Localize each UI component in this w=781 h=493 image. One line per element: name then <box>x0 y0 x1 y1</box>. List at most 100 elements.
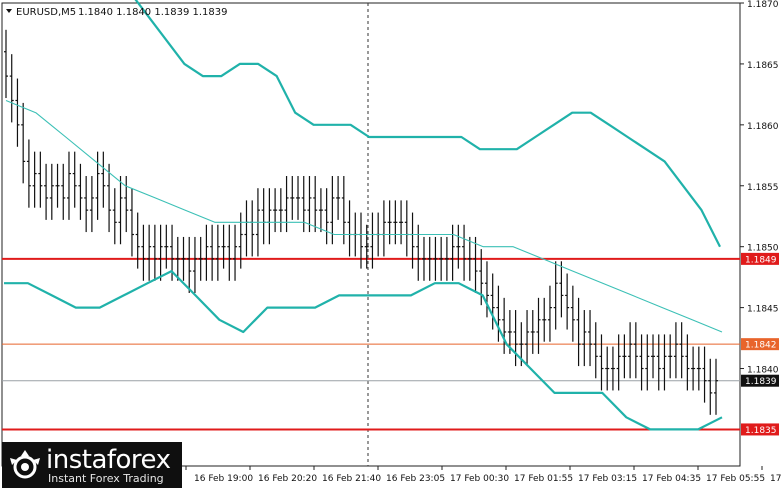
candle[interactable] <box>610 346 615 391</box>
candle[interactable] <box>628 322 633 379</box>
candle[interactable] <box>530 310 535 354</box>
candle[interactable] <box>261 188 266 245</box>
candle[interactable] <box>645 334 650 391</box>
candle[interactable] <box>21 102 26 184</box>
candle[interactable] <box>15 78 20 147</box>
candle[interactable] <box>66 151 71 220</box>
candle[interactable] <box>381 200 386 257</box>
candle[interactable] <box>370 212 375 269</box>
candle[interactable] <box>427 236 432 281</box>
candle[interactable] <box>89 176 94 233</box>
candle[interactable] <box>656 334 661 391</box>
candle[interactable] <box>364 224 369 269</box>
candle[interactable] <box>44 163 49 220</box>
candle[interactable] <box>204 224 209 281</box>
candle[interactable] <box>347 200 352 257</box>
candle[interactable] <box>536 297 541 354</box>
candle[interactable] <box>301 176 306 233</box>
candle[interactable] <box>565 273 570 330</box>
candle[interactable] <box>593 322 598 379</box>
candle[interactable] <box>221 224 226 269</box>
candle[interactable] <box>135 212 140 269</box>
candle[interactable] <box>192 236 197 293</box>
candle[interactable] <box>662 334 667 391</box>
candle[interactable] <box>421 236 426 281</box>
candle[interactable] <box>158 224 163 281</box>
candle[interactable] <box>691 346 696 391</box>
candle[interactable] <box>416 224 421 281</box>
candle[interactable] <box>341 176 346 245</box>
candle[interactable] <box>490 273 495 330</box>
candle[interactable] <box>26 139 31 208</box>
candle[interactable] <box>32 151 37 208</box>
candle[interactable] <box>570 285 575 342</box>
candle[interactable] <box>588 310 593 367</box>
candle[interactable] <box>410 212 415 269</box>
candle[interactable] <box>38 151 43 208</box>
candle[interactable] <box>61 163 66 220</box>
candle[interactable] <box>633 322 638 379</box>
candle[interactable] <box>175 236 180 281</box>
candle[interactable] <box>147 224 152 281</box>
candle[interactable] <box>273 188 278 233</box>
candle[interactable] <box>227 224 232 281</box>
candle[interactable] <box>399 200 404 245</box>
candle[interactable] <box>181 236 186 281</box>
candle[interactable] <box>685 334 690 391</box>
candle[interactable] <box>456 224 461 269</box>
candle[interactable] <box>296 176 301 220</box>
candle[interactable] <box>284 176 289 233</box>
candle[interactable] <box>210 224 215 281</box>
candle[interactable] <box>330 176 335 245</box>
candle[interactable] <box>118 176 123 245</box>
candle[interactable] <box>84 176 89 233</box>
candle[interactable] <box>164 224 169 269</box>
candle[interactable] <box>668 334 673 379</box>
candle[interactable] <box>278 188 283 233</box>
candle[interactable] <box>708 358 713 415</box>
candle[interactable] <box>112 188 117 245</box>
candle[interactable] <box>72 151 77 208</box>
candle[interactable] <box>215 224 220 281</box>
candle[interactable] <box>651 334 656 379</box>
candle[interactable] <box>462 224 467 281</box>
candle[interactable] <box>714 358 718 415</box>
candle[interactable] <box>639 334 644 391</box>
candle[interactable] <box>4 29 8 99</box>
candle[interactable] <box>49 163 54 220</box>
candle[interactable] <box>238 212 243 269</box>
candle[interactable] <box>679 322 684 379</box>
candle[interactable] <box>525 310 530 367</box>
candle[interactable] <box>233 224 238 281</box>
candle[interactable] <box>129 188 134 257</box>
candle[interactable] <box>582 310 587 367</box>
candle[interactable] <box>101 151 106 208</box>
candle[interactable] <box>696 346 701 391</box>
candle[interactable] <box>318 188 323 233</box>
candle[interactable] <box>141 224 146 281</box>
candle[interactable] <box>496 285 501 342</box>
candle[interactable] <box>387 200 392 245</box>
candle[interactable] <box>502 297 507 354</box>
candle[interactable] <box>244 200 249 257</box>
candle[interactable] <box>393 200 398 245</box>
symbol-dropdown-icon[interactable] <box>6 9 12 13</box>
candle[interactable] <box>267 188 272 245</box>
candle[interactable] <box>439 236 444 281</box>
candle[interactable] <box>450 224 455 281</box>
candle[interactable] <box>324 188 329 245</box>
candle[interactable] <box>359 212 363 269</box>
candle[interactable] <box>124 176 129 233</box>
candle[interactable] <box>444 236 449 281</box>
candle[interactable] <box>152 224 157 281</box>
candle[interactable] <box>702 346 707 403</box>
candle[interactable] <box>313 176 318 233</box>
candle[interactable] <box>187 236 192 293</box>
candle[interactable] <box>404 200 409 257</box>
candle[interactable] <box>250 200 255 257</box>
candle[interactable] <box>467 236 472 281</box>
candle[interactable] <box>622 334 627 379</box>
candle[interactable] <box>9 54 14 123</box>
